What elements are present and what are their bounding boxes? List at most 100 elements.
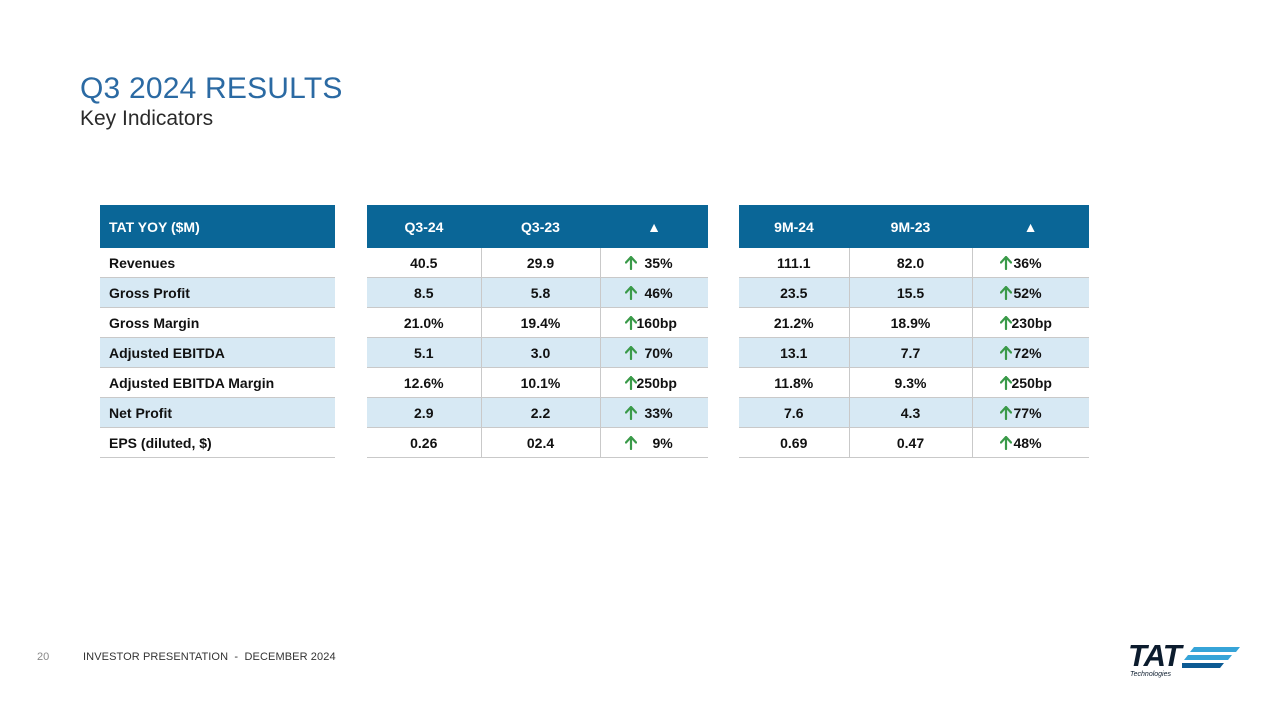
m-change-cell: 77% [972, 397, 1089, 428]
table-row: 0.26 02.4 9% [367, 427, 708, 458]
q-change-value: 70% [644, 344, 673, 361]
m-current-value: 0.69 [739, 427, 850, 458]
up-arrow-icon [999, 405, 1012, 420]
q-current-value: 2.9 [367, 397, 482, 428]
table-row: Gross Profit [100, 277, 335, 308]
m-change-cell: 52% [972, 277, 1089, 308]
table-row: 21.2% 18.9% 230bp [739, 307, 1089, 338]
up-arrow-icon [999, 345, 1012, 360]
ninemonth-table: 9M-24 9M-23 ▲ 111.1 82.0 36% 23.5 15.5 52% 21.… [739, 205, 1089, 458]
q-header-current: Q3-24 [367, 205, 481, 248]
q-change-cell: 35% [600, 248, 708, 278]
q-header-prior: Q3-23 [481, 205, 600, 248]
m-change-value: 72% [1013, 344, 1042, 361]
m-current-value: 11.8% [739, 367, 850, 398]
table-row: 21.0% 19.4% 160bp [367, 307, 708, 338]
q-prior-value: 3.0 [481, 337, 601, 368]
m-prior-value: 15.5 [849, 277, 973, 308]
row-label: Adjusted EBITDA Margin [100, 367, 335, 398]
logo-stripes-icon [1182, 647, 1240, 668]
table-row: 5.1 3.0 70% [367, 337, 708, 368]
table-row: Revenues [100, 248, 335, 278]
up-arrow-icon [999, 375, 1012, 390]
q-current-value: 40.5 [367, 248, 482, 278]
q-prior-value: 10.1% [481, 367, 601, 398]
q-change-cell: 9% [600, 427, 708, 458]
table-row: Adjusted EBITDA [100, 337, 335, 368]
up-arrow-icon [624, 255, 637, 270]
q-change-value: 46% [644, 284, 673, 301]
table-row: Gross Margin [100, 307, 335, 338]
table-row: 0.69 0.47 48% [739, 427, 1089, 458]
table-row: 12.6% 10.1% 250bp [367, 367, 708, 398]
table-row: 111.1 82.0 36% [739, 248, 1089, 278]
table-row: 40.5 29.9 35% [367, 248, 708, 278]
q-prior-value: 5.8 [481, 277, 601, 308]
table-row: 11.8% 9.3% 250bp [739, 367, 1089, 398]
table-row: EPS (diluted, $) [100, 427, 335, 458]
q-header-change-icon: ▲ [600, 205, 708, 248]
m-current-value: 21.2% [739, 307, 850, 338]
m-prior-value: 0.47 [849, 427, 973, 458]
m-header-current: 9M-24 [739, 205, 849, 248]
up-arrow-icon [624, 285, 637, 300]
m-current-value: 23.5 [739, 277, 850, 308]
up-arrow-icon [999, 255, 1012, 270]
label-header: TAT YOY ($M) [100, 205, 335, 248]
m-change-cell: 72% [972, 337, 1089, 368]
m-change-value: 48% [1013, 434, 1042, 451]
q-change-cell: 70% [600, 337, 708, 368]
table-row: 23.5 15.5 52% [739, 277, 1089, 308]
up-arrow-icon [999, 315, 1012, 330]
m-header-prior: 9M-23 [849, 205, 972, 248]
page-number: 20 [37, 651, 50, 663]
logo-wordmark: TAT [1128, 638, 1182, 673]
q-current-value: 8.5 [367, 277, 482, 308]
up-arrow-icon [999, 435, 1012, 450]
q-prior-value: 29.9 [481, 248, 601, 278]
row-label: Net Profit [100, 397, 335, 428]
q-change-value: 9% [652, 434, 673, 451]
m-current-value: 111.1 [739, 248, 850, 278]
table-row: 7.6 4.3 77% [739, 397, 1089, 428]
q-current-value: 21.0% [367, 307, 482, 338]
quarter-table: Q3-24 Q3-23 ▲ 40.5 29.9 35% 8.5 5.8 46% 21.0% 1… [367, 205, 708, 458]
company-logo: TAT Technologies [1126, 638, 1244, 682]
up-arrow-icon [999, 285, 1012, 300]
m-prior-value: 82.0 [849, 248, 973, 278]
up-arrow-icon [624, 345, 637, 360]
footer-text: INVESTOR PRESENTATION - DECEMBER 2024 [83, 651, 336, 663]
m-prior-value: 4.3 [849, 397, 973, 428]
m-prior-value: 7.7 [849, 337, 973, 368]
m-change-cell: 230bp [972, 307, 1089, 338]
row-label: Revenues [100, 248, 335, 278]
q-prior-value: 02.4 [481, 427, 601, 458]
q-change-value: 160bp [636, 314, 677, 331]
m-change-value: 52% [1013, 284, 1042, 301]
q-change-value: 250bp [636, 374, 677, 391]
up-arrow-icon [624, 375, 637, 390]
row-label: Gross Profit [100, 277, 335, 308]
q-current-value: 12.6% [367, 367, 482, 398]
row-label: Adjusted EBITDA [100, 337, 335, 368]
q-current-value: 5.1 [367, 337, 482, 368]
m-change-cell: 48% [972, 427, 1089, 458]
m-change-cell: 250bp [972, 367, 1089, 398]
m-current-value: 13.1 [739, 337, 850, 368]
page-subtitle: Key Indicators [80, 107, 214, 130]
q-change-value: 33% [644, 404, 673, 421]
q-change-value: 35% [644, 254, 673, 271]
logo-subtitle: Technologies [1130, 671, 1171, 678]
q-change-cell: 250bp [600, 367, 708, 398]
table-row: Adjusted EBITDA Margin [100, 367, 335, 398]
m-change-value: 36% [1013, 254, 1042, 271]
m-prior-value: 18.9% [849, 307, 973, 338]
q-change-cell: 160bp [600, 307, 708, 338]
table-row: Net Profit [100, 397, 335, 428]
up-arrow-icon [624, 435, 637, 450]
m-prior-value: 9.3% [849, 367, 973, 398]
q-change-cell: 46% [600, 277, 708, 308]
row-label: EPS (diluted, $) [100, 427, 335, 458]
m-change-value: 77% [1013, 404, 1042, 421]
row-label: Gross Margin [100, 307, 335, 338]
